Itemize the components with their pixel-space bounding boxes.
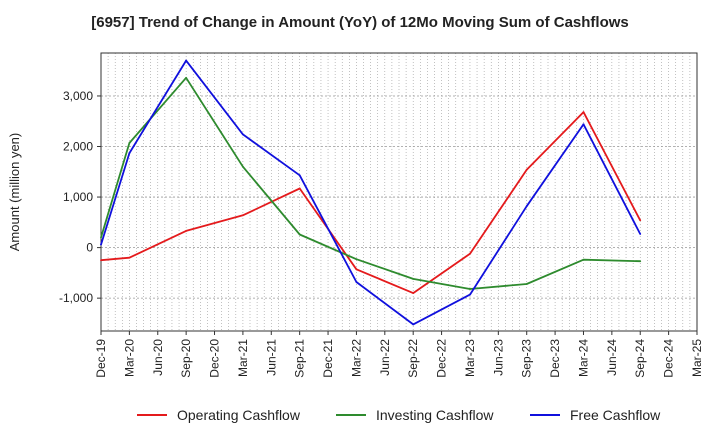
plot-frame	[100, 52, 698, 332]
x-tick-label: Sep-20	[179, 339, 193, 378]
x-tick-label: Jun-22	[378, 339, 392, 376]
chart-title: [6957] Trend of Change in Amount (YoY) o…	[91, 14, 629, 31]
operating-cashflow-point	[355, 268, 358, 271]
x-tick-label: Sep-24	[633, 339, 647, 378]
operating-cashflow-point	[128, 256, 131, 259]
x-tick-label: Sep-23	[520, 339, 534, 378]
x-tick-label: Jun-21	[264, 339, 278, 376]
x-tick-label: Dec-24	[662, 339, 676, 378]
x-tick-label: Mar-21	[236, 339, 250, 377]
investing-cashflow-point	[128, 142, 131, 144]
operating-cashflow-point	[639, 219, 642, 222]
x-tick-label: Dec-21	[321, 339, 335, 378]
free-cashflow-point	[525, 205, 528, 208]
x-tick-label: Dec-19	[94, 339, 108, 378]
operating-cashflow-point	[412, 292, 415, 294]
investing-cashflow-point	[100, 236, 102, 239]
investing-cashflow-point	[298, 233, 301, 236]
y-axis: -1,000 0 1,000 2,000 3,000	[59, 89, 101, 305]
x-tick-label: Mar-23	[463, 339, 477, 377]
x-tick-label: Sep-21	[293, 339, 307, 378]
y-tick-label: 0	[86, 241, 93, 255]
x-tick-label: Mar-22	[349, 339, 363, 377]
free-cashflow-point	[298, 174, 301, 177]
free-cashflow-point	[639, 233, 642, 235]
free-cashflow-point	[469, 293, 471, 296]
free-cashflow-point	[355, 281, 358, 283]
x-tick-label: Dec-22	[435, 339, 449, 378]
operating-cashflow-point	[582, 111, 585, 114]
operating-cashflow-point	[525, 168, 528, 171]
y-tick-label: 3,000	[63, 89, 93, 103]
free-cashflow-point	[128, 152, 131, 154]
y-axis-label: Amount (million yen)	[7, 133, 22, 252]
x-axis: Dec-19 Mar-20 Jun-20 Sep-20 Dec-20 Mar-21 Jun-…	[94, 331, 704, 378]
x-tick-label: Jun-24	[605, 339, 619, 376]
operating-cashflow-point	[469, 252, 471, 255]
operating-cashflow-line	[100, 111, 641, 295]
legend-label-operating-cashflow: Operating Cashflow	[177, 407, 301, 423]
investing-cashflow-point	[185, 76, 188, 79]
x-tick-label: Dec-20	[208, 339, 222, 378]
x-tick-label: Dec-23	[548, 339, 562, 378]
free-cashflow-point	[185, 59, 188, 62]
x-tick-label: Mar-25	[690, 339, 704, 377]
y-tick-label: -1,000	[59, 291, 93, 305]
x-tick-label: Mar-24	[576, 339, 590, 377]
operating-cashflow-point	[185, 230, 188, 232]
free-cashflow-point	[412, 323, 415, 326]
y-tick-label: 1,000	[63, 190, 93, 204]
investing-cashflow-point	[242, 165, 244, 168]
investing-cashflow-point	[582, 258, 585, 261]
investing-cashflow-point	[469, 288, 471, 290]
y-tick-label: 2,000	[63, 140, 93, 154]
free-cashflow-point	[242, 133, 244, 136]
investing-cashflow-point	[639, 260, 642, 263]
investing-cashflow-point	[525, 283, 528, 285]
operating-cashflow-point	[242, 214, 244, 217]
legend-label-free-cashflow: Free Cashflow	[570, 407, 661, 423]
legend-label-investing-cashflow: Investing Cashflow	[376, 407, 494, 423]
operating-cashflow-point	[298, 187, 301, 190]
investing-cashflow-point	[355, 258, 358, 261]
free-cashflow-point	[100, 243, 102, 246]
series-lines	[100, 59, 642, 326]
free-cashflow-point	[582, 123, 585, 126]
x-tick-label: Mar-20	[122, 339, 136, 377]
x-tick-label: Jun-23	[491, 339, 505, 376]
grid	[101, 53, 697, 331]
investing-cashflow-point	[412, 278, 415, 280]
x-tick-label: Sep-22	[406, 339, 420, 378]
x-tick-label: Jun-20	[151, 339, 165, 376]
legend: Operating Cashflow Investing Cashflow Free…	[137, 407, 661, 423]
operating-cashflow-point	[100, 259, 102, 262]
